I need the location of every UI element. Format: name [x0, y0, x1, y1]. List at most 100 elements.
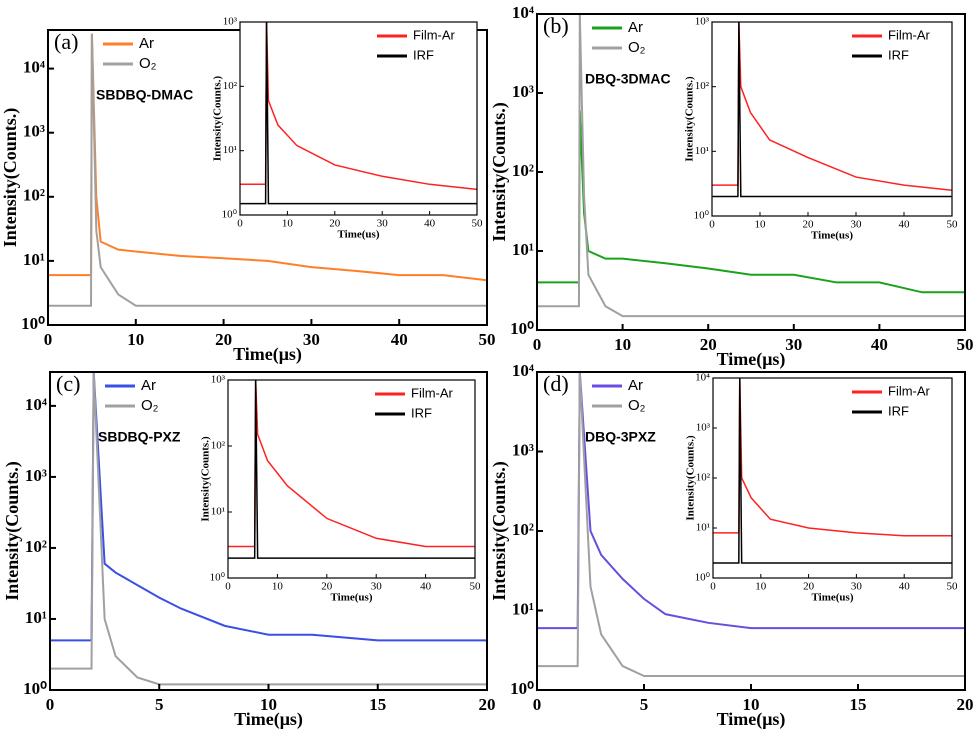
- y-tick-label: 10³: [211, 374, 226, 386]
- x-tick-label: 10: [743, 695, 760, 714]
- x-tick-label: 20: [700, 335, 717, 354]
- series-group: [48, 33, 487, 307]
- legend-label: Film-Ar: [411, 385, 454, 400]
- annotation: DBQ-3DMAC: [585, 71, 671, 87]
- y-tick-label: 10⁰: [210, 572, 226, 584]
- y-tick-label: 10²: [695, 80, 710, 92]
- x-tick-label: 20: [215, 330, 232, 349]
- x-tick-label: 40: [391, 330, 408, 349]
- legend-label: O₂: [628, 39, 646, 56]
- x-tick-label: 0: [709, 219, 715, 231]
- panel-label: (c): [56, 371, 80, 396]
- y-axis-label: Intensity(Counts.): [2, 461, 23, 601]
- data-line: [240, 22, 477, 205]
- x-tick-label: 30: [371, 581, 383, 593]
- x-tick-label: 20: [803, 219, 815, 231]
- x-tick-label: 10: [755, 581, 767, 593]
- plot-area: [240, 22, 477, 215]
- y-tick-label: 10³: [512, 440, 534, 459]
- legend-label: IRF: [888, 47, 909, 62]
- x-tick-label: 15: [850, 695, 867, 714]
- x-axis-label: Time(us): [811, 230, 853, 242]
- y-tick-label: 10³: [695, 16, 710, 28]
- series-group: [537, 14, 965, 318]
- y-axis-label: Intensity(Counts.): [0, 108, 21, 248]
- axes-frame: [536, 371, 966, 691]
- data-line: [712, 22, 952, 198]
- y-axis-label: Intensity(Counts.): [685, 435, 697, 521]
- y-axis-label: Intensity(Counts.): [489, 102, 510, 242]
- y-tick-label: 10¹: [512, 240, 534, 259]
- panel-label: (a): [54, 29, 78, 54]
- y-tick-label: 10²: [25, 537, 47, 556]
- axes-frame: [711, 21, 953, 217]
- panel-label: (b): [543, 13, 569, 38]
- y-tick-label: 10¹: [211, 506, 225, 518]
- x-tick-label: 20: [321, 581, 333, 593]
- x-tick-label: 0: [533, 695, 542, 714]
- y-tick-label: 10⁴: [25, 395, 47, 414]
- legend-label: Ar: [139, 35, 154, 52]
- data-line: [713, 378, 952, 537]
- y-tick-label: 10³: [25, 466, 47, 485]
- data-line: [48, 33, 487, 307]
- series-group: [240, 22, 477, 205]
- x-axis-label: Time(μs): [717, 709, 786, 730]
- y-axis-label: Intensity(Counts.): [200, 436, 212, 522]
- x-tick-label: 5: [155, 695, 164, 714]
- legend-label: Film-Ar: [888, 27, 931, 42]
- legend-label: Ar: [628, 19, 643, 36]
- annotation: SBDBQ-DMAC: [96, 87, 193, 103]
- data-line: [228, 380, 475, 548]
- data-line: [712, 22, 952, 192]
- y-tick-label: 10⁴: [695, 372, 710, 384]
- x-axis-label: Time(μs): [234, 709, 303, 730]
- x-tick-label: 15: [369, 695, 386, 714]
- x-tick-label: 30: [785, 335, 802, 354]
- x-tick-label: 50: [947, 581, 959, 593]
- y-tick-label: 10²: [23, 186, 45, 205]
- x-tick-label: 10: [260, 695, 277, 714]
- x-tick-label: 10: [272, 581, 284, 593]
- legend-label: IRF: [413, 47, 434, 62]
- x-tick-label: 50: [947, 219, 959, 231]
- x-tick-label: 30: [377, 218, 389, 230]
- y-tick-label: 10⁰: [222, 209, 238, 221]
- x-tick-label: 30: [851, 581, 863, 593]
- series-group: [537, 372, 965, 678]
- y-tick-label: 10²: [223, 80, 238, 92]
- y-tick-label: 10⁴: [23, 57, 45, 76]
- axes-frame: [49, 371, 488, 691]
- x-axis-label: Time(us): [331, 592, 373, 604]
- y-axis-label: Intensity(Counts.): [212, 76, 224, 162]
- legend-label: Ar: [141, 377, 156, 394]
- x-axis-label: Time(μs): [717, 349, 786, 370]
- data-line: [240, 22, 477, 191]
- x-tick-label: 10: [614, 335, 631, 354]
- y-tick-label: 10⁰: [510, 679, 534, 698]
- y-tick-label: 10⁰: [23, 679, 47, 698]
- y-tick-label: 10¹: [25, 608, 47, 627]
- plot-area: [712, 22, 952, 216]
- x-tick-label: 50: [472, 218, 484, 230]
- legend-label: IRF: [411, 405, 432, 420]
- data-line: [48, 33, 487, 282]
- x-tick-label: 0: [44, 330, 53, 349]
- x-tick-label: 40: [899, 219, 911, 231]
- y-axis-label: Intensity(Counts.): [684, 76, 696, 162]
- y-tick-label: 10³: [23, 122, 45, 141]
- axes-frame: [239, 21, 478, 216]
- x-tick-label: 40: [871, 335, 888, 354]
- x-tick-label: 40: [424, 218, 436, 230]
- x-axis-label: Time(μs): [233, 344, 302, 365]
- series-group: [713, 378, 952, 564]
- x-tick-label: 0: [46, 695, 55, 714]
- legend-label: IRF: [888, 403, 909, 418]
- x-tick-label: 20: [803, 581, 815, 593]
- y-tick-label: 10¹: [223, 144, 237, 156]
- y-tick-label: 10²: [211, 440, 226, 452]
- x-tick-label: 40: [420, 581, 432, 593]
- series-group: [712, 22, 952, 198]
- y-tick-label: 10⁴: [512, 3, 534, 22]
- x-tick-label: 20: [479, 695, 496, 714]
